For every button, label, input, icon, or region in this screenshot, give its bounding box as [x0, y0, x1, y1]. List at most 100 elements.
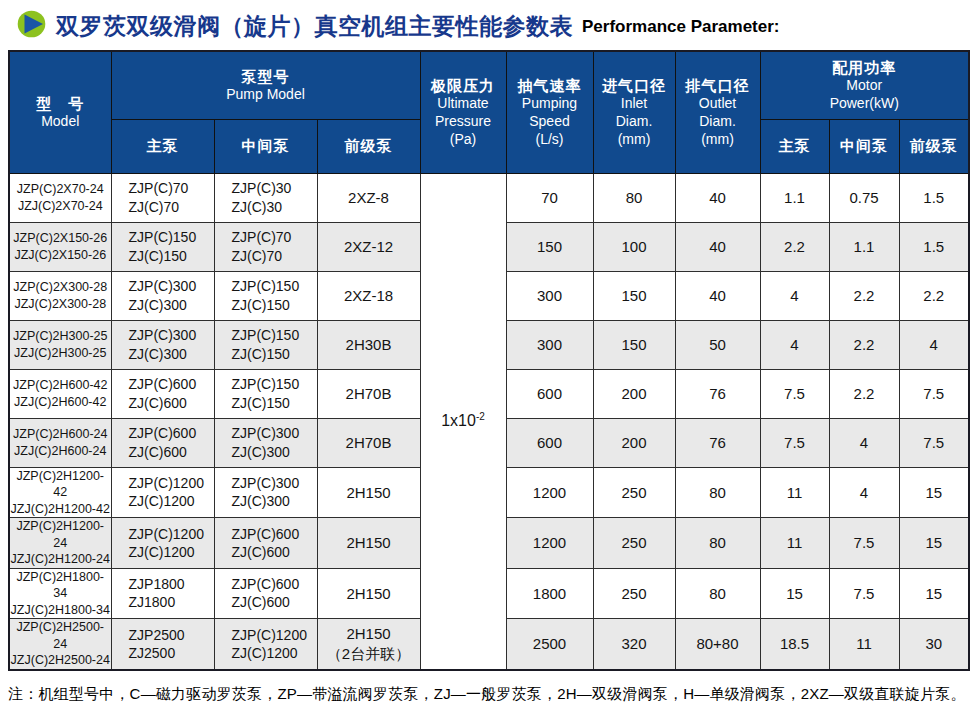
outlet-diam-cell: 80 [675, 467, 760, 518]
fore-pump-cell: 2XZ-18 [317, 271, 420, 320]
pumping-speed-cell: 70 [506, 173, 593, 222]
main-pump-cell: ZJP(C)300ZJ(C)300 [111, 271, 214, 320]
power-fore-cell: 4 [899, 320, 969, 369]
pumping-speed-cell: 600 [506, 369, 593, 418]
power-main-cell: 7.5 [760, 418, 829, 467]
pumping-speed-cell: 600 [506, 418, 593, 467]
inlet-diam-cell: 150 [593, 271, 675, 320]
outlet-diam-cell: 76 [675, 418, 760, 467]
main-pump-cell: ZJP(C)1200ZJ(C)1200 [111, 467, 214, 518]
performance-table: 型 号 Model 泵型号 Pump Model 极限压力 Ultimate P… [8, 50, 970, 671]
fore-pump-cell: 2H70B [317, 418, 420, 467]
outlet-diam-cell: 80 [675, 518, 760, 569]
mid-pump-cell: ZJP(C)300ZJ(C)300 [214, 467, 317, 518]
col-header-pumping-speed: 抽气速率 Pumping Speed (L/s) [506, 51, 593, 173]
main-pump-cell: ZJP(C)150ZJ(C)150 [111, 222, 214, 271]
fore-pump-cell: 2H70B [317, 369, 420, 418]
power-fore-cell: 30 [899, 619, 969, 670]
outlet-diam-cell: 40 [675, 222, 760, 271]
pumping-speed-cell: 300 [506, 271, 593, 320]
table-body: JZP(C)2X70-24JZJ(C)2X70-24ZJP(C)70ZJ(C)7… [9, 173, 969, 670]
outlet-diam-cell: 76 [675, 369, 760, 418]
inlet-diam-cell: 200 [593, 418, 675, 467]
fore-pump-cell: 2H150 [317, 568, 420, 619]
fore-pump-cell: 2H150（2台并联） [317, 619, 420, 670]
col-header-pump-model: 泵型号 Pump Model [111, 51, 420, 119]
power-mid-cell: 7.5 [829, 568, 899, 619]
power-mid-cell: 4 [829, 418, 899, 467]
fore-pump-cell: 2H150 [317, 518, 420, 569]
main-pump-cell: ZJP(C)600ZJ(C)600 [111, 369, 214, 418]
power-fore-cell: 7.5 [899, 369, 969, 418]
power-mid-cell: 4 [829, 467, 899, 518]
inlet-diam-cell: 250 [593, 568, 675, 619]
power-fore-cell: 15 [899, 467, 969, 518]
mid-pump-cell: ZJP(C)30ZJ(C)30 [214, 173, 317, 222]
main-pump-cell: ZJP(C)70ZJ(C)70 [111, 173, 214, 222]
model-cell: JZP(C)2X150-26JZJ(C)2X150-26 [9, 222, 111, 271]
outlet-diam-cell: 80 [675, 568, 760, 619]
power-fore-cell: 1.5 [899, 173, 969, 222]
mid-pump-cell: ZJP(C)150ZJ(C)150 [214, 369, 317, 418]
inlet-diam-cell: 100 [593, 222, 675, 271]
outlet-diam-cell: 40 [675, 173, 760, 222]
power-main-cell: 4 [760, 320, 829, 369]
col-header-ultimate-pressure: 极限压力 Ultimate Pressure (Pa) [420, 51, 506, 173]
page: 双罗茨双级滑阀（旋片）真空机组主要性能参数表 Performance Param… [0, 0, 976, 709]
power-main-cell: 11 [760, 467, 829, 518]
model-cell: JZP(C)2H1200-42JZJ(C)2H1200-42 [9, 467, 111, 518]
inlet-diam-cell: 320 [593, 619, 675, 670]
fore-pump-cell: 2H30B [317, 320, 420, 369]
mid-pump-cell: ZJP(C)70ZJ(C)70 [214, 222, 317, 271]
power-main-cell: 2.2 [760, 222, 829, 271]
mid-pump-cell: ZJP(C)600ZJ(C)600 [214, 518, 317, 569]
inlet-diam-cell: 200 [593, 369, 675, 418]
outlet-diam-cell: 50 [675, 320, 760, 369]
page-title-en: Performance Parameter: [582, 15, 779, 37]
main-pump-cell: ZJP1800ZJ1800 [111, 568, 214, 619]
model-cell: JZP(C)2H1800-34JZJ(C)2H1800-34 [9, 568, 111, 619]
mid-pump-cell: ZJP(C)150ZJ(C)150 [214, 271, 317, 320]
power-main-cell: 18.5 [760, 619, 829, 670]
page-header: 双罗茨双级滑阀（旋片）真空机组主要性能参数表 Performance Param… [0, 0, 976, 50]
power-main-cell: 1.1 [760, 173, 829, 222]
power-main-cell: 4 [760, 271, 829, 320]
inlet-diam-cell: 150 [593, 320, 675, 369]
power-fore-cell: 15 [899, 568, 969, 619]
power-fore-cell: 7.5 [899, 418, 969, 467]
model-cell: JZP(C)2H1200-24JZJ(C)2H1200-24 [9, 518, 111, 569]
power-fore-cell: 15 [899, 518, 969, 569]
footnote: 注：机组型号中，C—磁力驱动罗茨泵，ZP—带溢流阀罗茨泵，ZJ—一般罗茨泵，2H… [8, 685, 968, 704]
power-main-cell: 7.5 [760, 369, 829, 418]
pumping-speed-cell: 2500 [506, 619, 593, 670]
main-pump-cell: ZJP(C)1200ZJ(C)1200 [111, 518, 214, 569]
page-title-zh: 双罗茨双级滑阀（旋片）真空机组主要性能参数表 [56, 11, 573, 42]
col-header-pump-main: 主泵 [111, 119, 214, 173]
inlet-diam-cell: 250 [593, 518, 675, 569]
power-mid-cell: 11 [829, 619, 899, 670]
model-cell: JZP(C)2X70-24JZJ(C)2X70-24 [9, 173, 111, 222]
mid-pump-cell: ZJP(C)150ZJ(C)150 [214, 320, 317, 369]
pumping-speed-cell: 1200 [506, 518, 593, 569]
power-mid-cell: 0.75 [829, 173, 899, 222]
power-mid-cell: 1.1 [829, 222, 899, 271]
outlet-diam-cell: 80+80 [675, 619, 760, 670]
power-fore-cell: 1.5 [899, 222, 969, 271]
power-mid-cell: 2.2 [829, 369, 899, 418]
model-cell: JZP(C)2X300-28JZJ(C)2X300-28 [9, 271, 111, 320]
fore-pump-cell: 2XZ-12 [317, 222, 420, 271]
col-header-pump-fore: 前级泵 [317, 119, 420, 173]
pumping-speed-cell: 300 [506, 320, 593, 369]
model-cell: JZP(C)2H2500-24JZJ(C)2H2500-24 [9, 619, 111, 670]
power-main-cell: 15 [760, 568, 829, 619]
play-bullet-icon [15, 10, 46, 42]
model-cell: JZP(C)2H300-25JZJ(C)2H300-25 [9, 320, 111, 369]
col-header-model: 型 号 Model [9, 51, 111, 173]
outlet-diam-cell: 40 [675, 271, 760, 320]
power-mid-cell: 2.2 [829, 271, 899, 320]
ultimate-pressure-cell: 1x10-2 [420, 173, 506, 670]
col-header-pump-mid: 中间泵 [214, 119, 317, 173]
table-row: JZP(C)2X70-24JZJ(C)2X70-24ZJP(C)70ZJ(C)7… [9, 173, 969, 222]
inlet-diam-cell: 250 [593, 467, 675, 518]
col-header-motor-power: 配用功率 Motor Power(kW) [760, 51, 969, 119]
